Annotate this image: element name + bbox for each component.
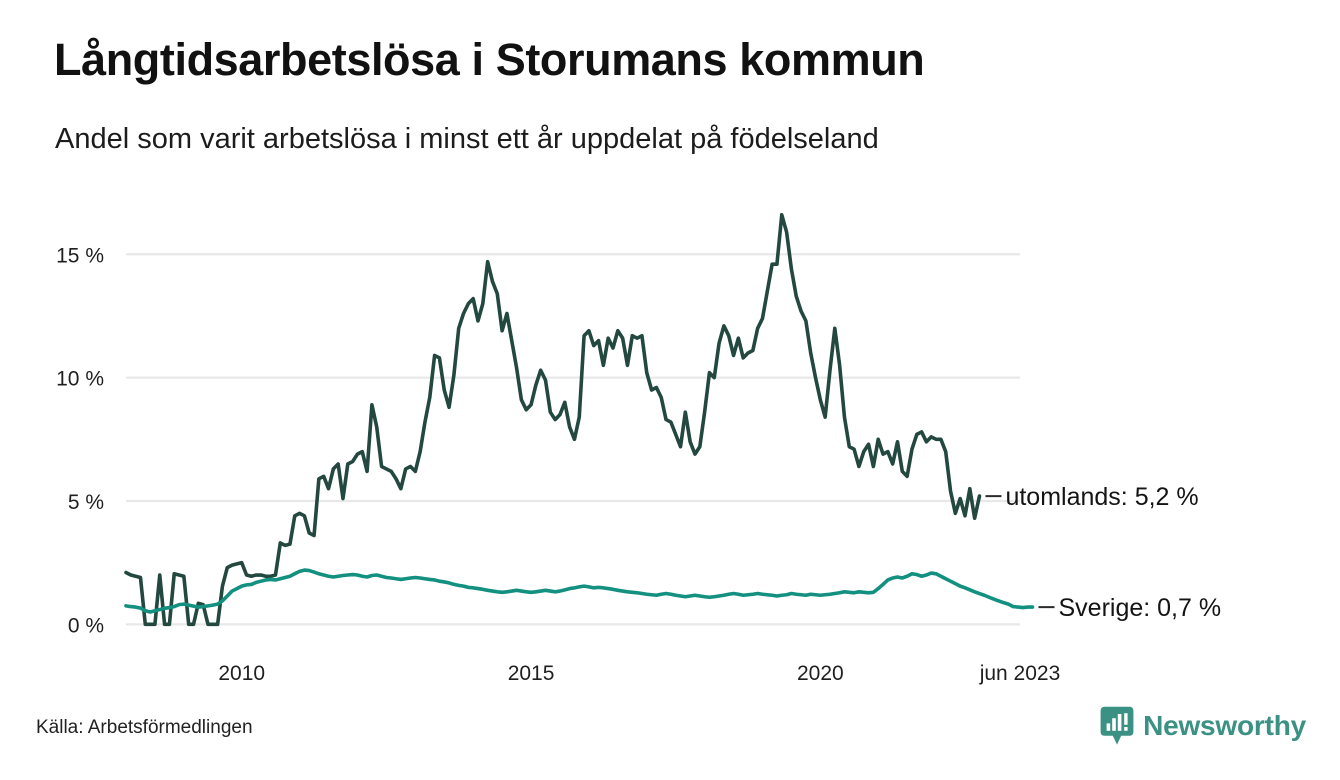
chart-subtitle: Andel som varit arbetslösa i minst ett å… <box>55 123 879 155</box>
logo-wordmark: Newsworthy <box>1143 710 1306 741</box>
y-axis-tick-label: 0 % <box>68 614 104 637</box>
series-label-utomlands: utomlands: 5,2 % <box>1005 483 1198 511</box>
y-axis-labels: 0 % 5 % 10 % 15 % <box>56 244 104 637</box>
newsworthy-logo: Newsworthy <box>1100 706 1306 746</box>
gridlines <box>126 253 1020 626</box>
y-axis-tick-label: 15 % <box>56 244 104 267</box>
series-label-Sverige: Sverige: 0,7 % <box>1059 594 1222 622</box>
y-axis-tick-label: 5 % <box>68 491 104 514</box>
page-title: Långtidsarbetslösa i Storumans kommun <box>54 34 925 85</box>
x-axis-tick-label: 2015 <box>508 662 555 685</box>
series-line-Sverige <box>124 568 1035 614</box>
x-axis-tick-label: 2020 <box>797 662 844 685</box>
series-lines <box>124 213 1035 627</box>
x-axis-tick-label: jun 2023 <box>979 662 1061 685</box>
series-end-labels: utomlands: 5,2 % Sverige: 0,7 % <box>985 483 1221 622</box>
bar-chart-speech-bubble-icon <box>1100 706 1134 745</box>
x-axis-tick-label: 2010 <box>218 662 265 685</box>
source-note: Källa: Arbetsförmedlingen <box>36 717 253 738</box>
y-axis-tick-label: 10 % <box>56 368 104 391</box>
series-line-utomlands <box>124 213 982 627</box>
x-axis-labels: 2010 2015 2020 jun 2023 <box>218 662 1060 685</box>
